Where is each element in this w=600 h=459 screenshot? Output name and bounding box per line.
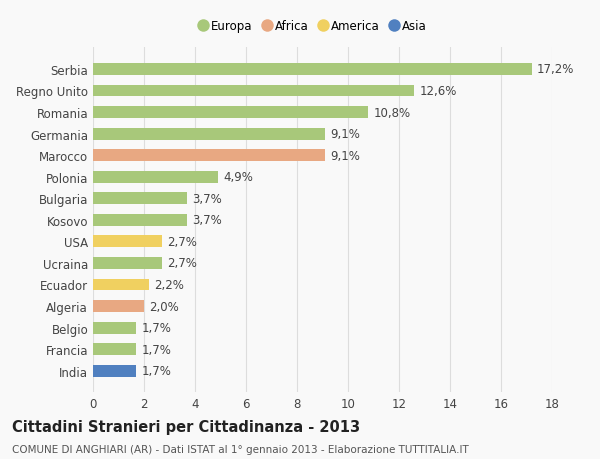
Text: 12,6%: 12,6% (419, 85, 457, 98)
Text: 17,2%: 17,2% (537, 63, 574, 76)
Bar (93, 301, 144, 312)
Bar (93, 322, 136, 334)
Text: 4,9%: 4,9% (223, 171, 253, 184)
Bar (93, 236, 162, 248)
Bar (93, 257, 162, 269)
Text: Cittadini Stranieri per Cittadinanza - 2013: Cittadini Stranieri per Cittadinanza - 2… (12, 419, 360, 434)
Bar (93, 343, 136, 355)
Text: 1,7%: 1,7% (142, 321, 172, 334)
Text: 1,7%: 1,7% (142, 343, 172, 356)
Text: 2,2%: 2,2% (154, 278, 184, 291)
Text: 9,1%: 9,1% (330, 128, 360, 141)
Bar (93, 64, 532, 76)
Text: 10,8%: 10,8% (373, 106, 410, 119)
Text: 2,7%: 2,7% (167, 235, 197, 248)
Bar (93, 193, 187, 205)
Bar (93, 214, 187, 226)
Text: 3,7%: 3,7% (193, 192, 222, 205)
Bar (93, 150, 325, 162)
Text: 2,7%: 2,7% (167, 257, 197, 270)
Bar (93, 107, 368, 119)
Text: 2,0%: 2,0% (149, 300, 179, 313)
Bar (93, 365, 136, 377)
Text: 1,7%: 1,7% (142, 364, 172, 377)
Text: COMUNE DI ANGHIARI (AR) - Dati ISTAT al 1° gennaio 2013 - Elaborazione TUTTITALI: COMUNE DI ANGHIARI (AR) - Dati ISTAT al … (12, 444, 469, 454)
Bar (93, 171, 218, 183)
Bar (93, 279, 149, 291)
Legend: Europa, Africa, America, Asia: Europa, Africa, America, Asia (200, 20, 427, 33)
Text: 9,1%: 9,1% (330, 149, 360, 162)
Bar (93, 85, 415, 97)
Bar (93, 129, 325, 140)
Text: 3,7%: 3,7% (193, 214, 222, 227)
